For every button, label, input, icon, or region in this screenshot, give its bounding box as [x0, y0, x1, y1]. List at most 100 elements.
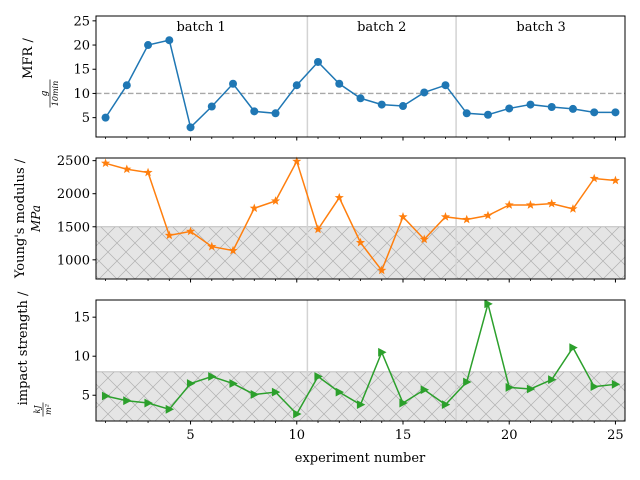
point-mfr-10: [292, 81, 301, 90]
y-axis-unit-num-mfr: g: [40, 90, 50, 96]
point-youngs-7: [228, 245, 238, 255]
panel-impact: 5 10 15 5 10 15 20 25 impact strength /kJ m²: [16, 291, 626, 443]
point-impact-23: [569, 343, 578, 353]
point-youngs-10: [292, 156, 302, 166]
point-impact-11: [314, 372, 323, 381]
point-impact-9: [271, 387, 281, 397]
x-tick-label-20: 20: [501, 428, 518, 443]
point-mfr-21: [526, 100, 535, 109]
point-mfr-14: [377, 100, 386, 109]
point-impact-18: [463, 377, 472, 387]
point-impact-7: [229, 379, 238, 388]
y-tick-label-mfr-10: 10: [73, 87, 90, 102]
point-youngs-12: [334, 192, 344, 202]
point-impact-4: [165, 404, 175, 414]
panel-mfr: 5 10 15 20 25 MFR / g 10min batch 1 batch 2 batch …: [21, 14, 626, 141]
point-mfr-2: [122, 81, 131, 90]
point-impact-8: [250, 390, 260, 399]
point-mfr-7: [229, 79, 238, 88]
y-tick-label-youngs-2500: 2500: [57, 154, 90, 169]
point-mfr-22: [547, 102, 556, 111]
batch-label-3: batch 3: [516, 20, 565, 35]
point-mfr-16: [420, 88, 429, 97]
y-axis-label-impact: impact strength /kJ m²: [16, 291, 53, 417]
shaded-region-hatch-youngs: [95, 226, 626, 280]
point-impact-20: [505, 383, 515, 392]
point-impact-16: [420, 385, 430, 395]
point-youngs-15: [398, 212, 408, 221]
point-impact-17: [441, 400, 451, 410]
panel-youngs: 1000 1500 2000 2500 Young's modulus / MPa: [13, 154, 626, 283]
x-tick-label-15: 15: [395, 428, 412, 443]
point-impact-1: [101, 391, 111, 401]
point-mfr-23: [568, 104, 577, 113]
point-youngs-19: [483, 210, 493, 220]
point-youngs-11: [313, 224, 323, 234]
point-youngs-4: [164, 230, 174, 240]
point-mfr-20: [505, 104, 514, 113]
point-youngs-24: [589, 173, 599, 183]
point-mfr-18: [462, 109, 471, 118]
y-tick-label-mfr-5: 5: [82, 111, 90, 126]
point-mfr-12: [335, 79, 344, 88]
point-mfr-4: [165, 36, 174, 45]
point-youngs-6: [207, 241, 217, 251]
point-mfr-11: [314, 57, 323, 66]
point-impact-3: [144, 398, 153, 408]
point-impact-24: [590, 382, 599, 392]
point-impact-10: [293, 409, 302, 419]
batch-label-1: batch 1: [176, 20, 225, 35]
point-impact-2: [123, 396, 132, 406]
point-impact-14: [378, 347, 387, 357]
point-youngs-22: [547, 198, 557, 208]
y-tick-label-mfr-25: 25: [73, 14, 90, 29]
y-axis-label-text-impact: impact strength /: [16, 291, 31, 405]
point-youngs-8: [249, 203, 259, 213]
point-mfr-25: [611, 108, 620, 117]
y-tick-label-mfr-20: 20: [73, 39, 90, 54]
x-tick-label-5: 5: [186, 428, 194, 443]
y-tick-label-impact-5: 5: [82, 389, 90, 404]
point-mfr-3: [144, 41, 153, 50]
point-mfr-1: [101, 113, 110, 122]
point-impact-5: [186, 379, 196, 388]
point-impact-13: [356, 400, 366, 410]
y-tick-label-youngs-1500: 1500: [57, 220, 90, 235]
point-impact-12: [335, 387, 345, 397]
point-youngs-20: [504, 200, 514, 209]
point-youngs-25: [610, 175, 620, 185]
point-youngs-1: [101, 158, 111, 168]
point-impact-21: [526, 384, 536, 394]
point-youngs-5: [185, 226, 196, 236]
point-impact-15: [399, 398, 408, 408]
x-tick-label-10: 10: [288, 428, 305, 443]
y-tick-label-impact-15: 15: [73, 311, 90, 326]
point-mfr-17: [441, 81, 450, 90]
point-mfr-5: [186, 123, 195, 132]
point-mfr-15: [398, 102, 407, 111]
shaded-region-hatch-impact: [95, 371, 626, 422]
point-youngs-17: [440, 212, 451, 221]
y-axis-unit-youngs: MPa: [29, 205, 43, 233]
y-axis-label-mfr: MFR / g 10min: [21, 38, 60, 108]
y-tick-label-youngs-2000: 2000: [57, 187, 90, 202]
batch-label-2: batch 2: [357, 20, 406, 35]
y-tick-label-impact-10: 10: [73, 350, 90, 365]
y-axis-unit-den-mfr: 10min: [51, 81, 60, 106]
point-mfr-9: [271, 109, 280, 118]
point-youngs-18: [462, 214, 472, 224]
y-tick-label-mfr-15: 15: [73, 63, 90, 78]
point-youngs-2: [122, 164, 132, 174]
point-youngs-16: [419, 234, 429, 244]
series-line-mfr: [104, 39, 616, 129]
point-impact-6: [208, 372, 217, 381]
x-tick-label-25: 25: [607, 428, 624, 443]
point-impact-25: [611, 379, 621, 389]
y-axis-label-text-youngs: Young's modulus /: [13, 158, 28, 279]
point-youngs-14: [377, 265, 387, 275]
point-youngs-21: [525, 200, 536, 209]
point-mfr-13: [356, 94, 365, 103]
y-axis-unit-den-impact: m²: [44, 404, 53, 415]
x-axis-label: experiment number: [295, 451, 426, 466]
